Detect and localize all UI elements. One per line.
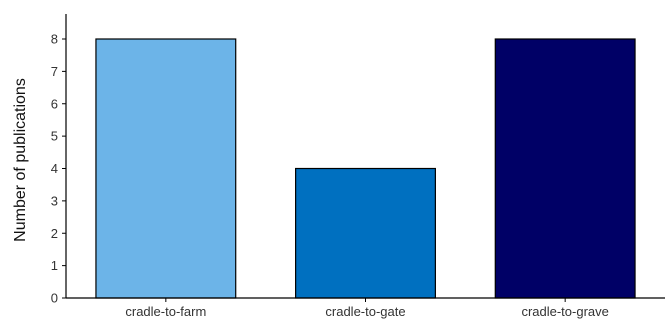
y-tick-label: 5	[51, 129, 58, 144]
y-axis-title: Number of publications	[12, 78, 29, 242]
y-tick-label: 2	[51, 226, 58, 241]
y-tick-label: 6	[51, 96, 58, 111]
bar-cradle-to-gate	[295, 167, 436, 299]
x-tick-label: cradle-to-farm	[125, 304, 206, 319]
y-tick-label: 0	[51, 291, 58, 306]
x-axis-ticks: cradle-to-farm cradle-to-gate cradle-to-gr…	[125, 298, 609, 319]
bar-cradle-to-farm	[95, 38, 237, 299]
x-tick-label: cradle-to-grave	[521, 304, 608, 319]
y-tick-label: 7	[51, 64, 58, 79]
y-tick-label: 8	[51, 32, 58, 47]
y-axis-ticks: 0 1 2 3 4 5 6 7 8	[51, 32, 66, 306]
bars-group	[95, 38, 636, 299]
y-tick-label: 1	[51, 258, 58, 273]
bar-cradle-to-grave	[494, 38, 636, 299]
y-tick-label: 4	[51, 161, 58, 176]
y-tick-label: 3	[51, 193, 58, 208]
x-tick-label: cradle-to-gate	[325, 304, 405, 319]
